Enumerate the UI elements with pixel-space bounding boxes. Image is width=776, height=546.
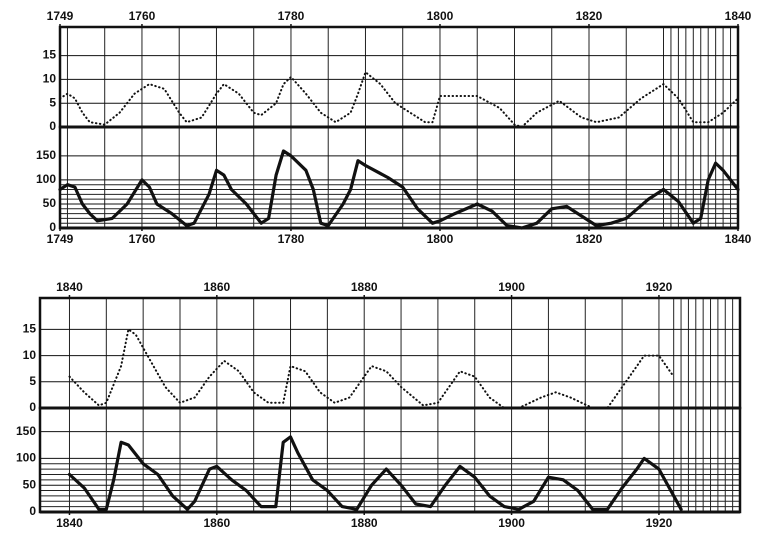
data-line xyxy=(68,328,675,409)
data-line xyxy=(58,149,740,230)
data-line xyxy=(59,71,739,128)
y-tick-label: 5 xyxy=(49,95,56,109)
plot-frame xyxy=(38,406,742,514)
plot-frame xyxy=(58,125,740,230)
x-tick-label: 1920 xyxy=(646,516,673,530)
data-line xyxy=(67,435,683,511)
x-tick-label: 1900 xyxy=(498,280,525,294)
x-tick-label: 1880 xyxy=(351,280,378,294)
y-tick-label: 0 xyxy=(49,220,56,234)
y-tick-label: 0 xyxy=(49,119,56,133)
y-tick-label: 10 xyxy=(43,72,57,86)
x-tick-label: 1749 xyxy=(47,232,74,246)
x-tick-label: 1820 xyxy=(576,9,603,23)
x-tick-label: 1840 xyxy=(725,232,752,246)
y-tick-label: 50 xyxy=(43,196,57,210)
y-tick-label: 0 xyxy=(29,504,36,518)
x-tick-label: 1760 xyxy=(129,9,156,23)
x-tick-label: 1860 xyxy=(203,516,230,530)
plot-frame xyxy=(38,296,742,410)
x-tick-label: 1840 xyxy=(56,280,83,294)
plot-frame xyxy=(58,25,740,129)
y-tick-label: 5 xyxy=(29,374,36,388)
x-tick-label: 1840 xyxy=(56,516,83,530)
y-tick-label: 50 xyxy=(23,477,37,491)
y-tick-label: 100 xyxy=(16,451,36,465)
x-tick-label: 1860 xyxy=(203,280,230,294)
x-tick-label: 1760 xyxy=(129,232,156,246)
y-tick-label: 15 xyxy=(43,48,57,62)
x-tick-label: 1840 xyxy=(725,9,752,23)
x-tick-label: 1800 xyxy=(427,232,454,246)
y-tick-label: 100 xyxy=(36,172,56,186)
y-tick-label: 0 xyxy=(29,400,36,414)
y-tick-label: 10 xyxy=(23,348,37,362)
x-tick-label: 1780 xyxy=(278,232,305,246)
y-tick-label: 150 xyxy=(36,148,56,162)
y-tick-label: 15 xyxy=(23,322,37,336)
x-tick-label: 1800 xyxy=(427,9,454,23)
x-tick-label: 1880 xyxy=(351,516,378,530)
x-tick-label: 1920 xyxy=(646,280,673,294)
x-tick-label: 1900 xyxy=(498,516,525,530)
x-tick-label: 1749 xyxy=(47,9,74,23)
y-tick-label: 150 xyxy=(16,424,36,438)
x-tick-label: 1820 xyxy=(576,232,603,246)
x-tick-label: 1780 xyxy=(278,9,305,23)
